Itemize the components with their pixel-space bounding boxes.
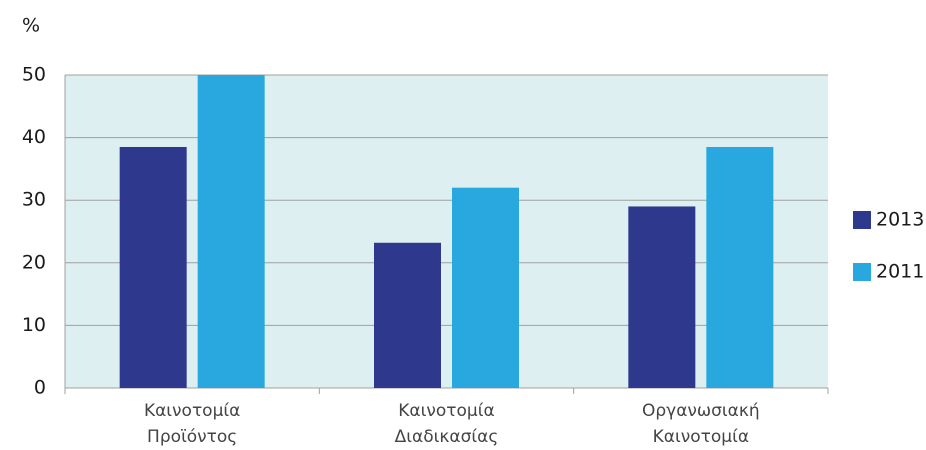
- y-tick-label: 50: [22, 64, 46, 86]
- bar: [374, 242, 441, 388]
- plot-background: [65, 75, 828, 388]
- bar: [197, 75, 265, 388]
- legend-swatch: [853, 211, 871, 229]
- bar: [628, 206, 696, 388]
- bar: [706, 146, 774, 388]
- x-tick-label: Καινοτομία Προϊόντος: [143, 401, 241, 447]
- y-tick-label: 10: [22, 314, 46, 336]
- y-tick-label: 20: [22, 251, 46, 273]
- y-tick-label: 0: [34, 377, 46, 399]
- y-tick-label: 30: [22, 189, 46, 211]
- legend-label: 2011: [876, 261, 924, 283]
- y-tick-label: 40: [22, 126, 46, 148]
- x-tick-label: Οργανωσιακή Καινοτομία: [641, 401, 760, 447]
- x-tick-label: Καινοτομία Διαδικασίας: [394, 401, 499, 447]
- bar: [452, 187, 519, 388]
- y-axis-label: %: [22, 15, 40, 37]
- bar: [119, 146, 187, 388]
- legend-swatch: [853, 263, 871, 281]
- legend-label: 2013: [876, 209, 924, 231]
